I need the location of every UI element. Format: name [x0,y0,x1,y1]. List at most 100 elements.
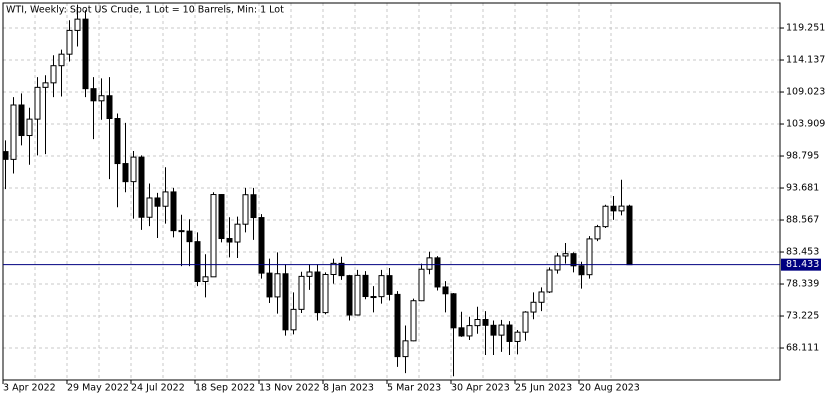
candle-body [562,253,569,257]
candle-body [378,275,385,298]
y-tick-label: 88.567 [786,215,819,226]
candle-body [586,238,593,276]
candle-body [10,104,17,160]
candle-body [482,318,489,326]
y-tick-label: 78.339 [786,279,819,290]
y-tick-label: 98.795 [786,151,819,162]
candle-body [274,273,281,298]
candle-body [594,226,601,240]
candle-body [466,325,473,337]
candle-body [290,308,297,331]
candle-body [434,257,441,288]
x-tick-label: 18 Sep 2022 [195,383,255,394]
y-tick-label: 68.111 [786,343,819,354]
candle-body [554,255,561,271]
candle-body [266,272,273,298]
candle-body [42,82,49,88]
candle-body [162,191,169,207]
y-tick-label: 93.681 [786,183,819,194]
candle-body [170,191,177,232]
candle-body [298,275,305,310]
candle-body [258,217,265,274]
candle-body [218,194,225,240]
y-tick-label: 114.137 [786,55,825,66]
candle-body [66,29,73,55]
x-tick-label: 3 Apr 2022 [3,383,56,394]
candle-body [530,301,537,313]
y-tick-label: 109.023 [786,87,825,98]
candle-body [618,205,625,212]
candle-body [210,194,217,278]
candle-body [202,276,209,283]
candle-body [410,300,417,342]
candle-body [498,324,505,336]
candle-body [250,194,257,219]
candle-body [282,273,289,331]
candle-body [58,53,65,67]
candle-body [82,18,89,90]
candle-body [426,257,433,270]
candles [2,4,633,377]
candle-body [18,104,25,137]
candle-body [146,197,153,218]
candle-body [138,156,145,218]
y-tick-label: 73.225 [786,311,819,322]
candle-body [602,205,609,228]
candle-body [26,118,33,137]
candle-body [386,275,393,295]
x-tick-label: 24 Jul 2022 [131,383,185,394]
candle-body [314,271,321,314]
candle-body [234,223,241,243]
candle-body [578,265,585,276]
x-tick-label: 25 Jun 2023 [515,383,572,394]
candle-body [626,205,633,266]
candle-body [194,241,201,283]
candle-body [122,163,129,183]
candle-body [90,88,97,102]
candle-body [394,293,401,358]
candle-body [338,262,345,277]
candle-body [106,95,113,120]
x-tick-label: 20 Aug 2023 [579,383,640,394]
last-price-box [781,258,821,271]
candle-body [362,274,369,298]
x-tick-label: 5 Mar 2023 [387,383,441,394]
candle-body [354,274,361,316]
candle-body [154,197,161,207]
candle-body [506,324,513,342]
y-tick-label: 119.251 [786,23,825,34]
candle-body [2,151,9,160]
candle-body [226,238,233,243]
candle-body [98,95,105,102]
y-tick-label: 83.453 [786,247,819,258]
candle-body [522,311,529,333]
candle-body [418,268,425,302]
candle-body [610,205,617,212]
candle-body [546,269,553,293]
candle-body [450,293,457,329]
y-tick-label: 103.909 [786,119,825,130]
candle-body [346,275,353,316]
candle-body [458,327,465,337]
candle-body [570,253,577,267]
candle-body [178,230,185,233]
candle-body [114,118,121,165]
candle-body [74,18,81,31]
grid [3,3,780,380]
plot-border [2,2,781,381]
candle-body [402,340,409,358]
x-tick-label: 29 May 2022 [67,383,129,394]
candle-body [50,65,57,84]
candle-body [186,230,193,243]
last-price-label: 81.433 [786,259,819,270]
candle-body [490,324,497,336]
candle-body [130,156,137,183]
candle-body [330,262,337,276]
candle-body [538,291,545,303]
candle-body [34,86,41,120]
x-tick-label: 8 Jan 2023 [323,383,374,394]
chart-title: WTI, Weekly: Spot US Crude, 1 Lot = 10 B… [6,5,284,16]
candle-body [242,194,249,225]
candle-body [442,286,449,295]
